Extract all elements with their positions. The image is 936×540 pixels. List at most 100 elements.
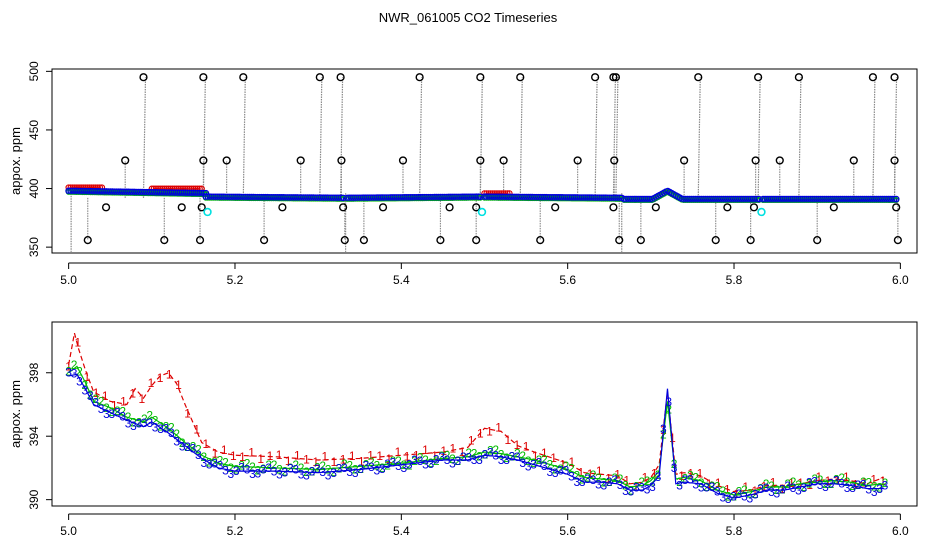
outlier-356 <box>160 236 169 245</box>
series-3-marker: 3 <box>217 458 224 472</box>
series-3-marker: 3 <box>298 467 305 481</box>
series-3-marker: 3 <box>103 407 110 421</box>
series-3-marker: 3 <box>390 456 397 470</box>
series-3-marker: 3 <box>882 478 889 492</box>
series-2-marker: 2 <box>265 458 272 472</box>
series-3-marker: 3 <box>346 465 353 479</box>
series-1-marker: 1 <box>724 482 731 496</box>
series-3-marker: 3 <box>233 464 240 478</box>
cyan-point <box>757 207 766 217</box>
series-2-marker: 2 <box>768 479 775 493</box>
top-x-tick-label: 5.6 <box>559 273 576 287</box>
outlier-356 <box>359 236 368 245</box>
outlier-356 <box>195 236 205 245</box>
series-2-marker: 2 <box>525 454 532 468</box>
outlier-424 <box>199 156 208 165</box>
outlier-424 <box>890 156 899 165</box>
outlier-356 <box>340 236 349 245</box>
series-2-marker: 2 <box>395 454 402 468</box>
series-2-marker: 2 <box>617 472 624 486</box>
series-3-marker: 3 <box>152 421 159 435</box>
series-1-marker: 1 <box>276 448 283 462</box>
series-2-marker: 2 <box>536 453 543 467</box>
series-2-marker: 2 <box>314 460 321 474</box>
series-2-marker: 2 <box>141 412 148 426</box>
top-outlier-points <box>83 73 902 245</box>
outlier-424 <box>222 156 231 165</box>
series-3-marker: 3 <box>449 456 456 470</box>
series-2-marker: 2 <box>563 459 570 473</box>
series-2-marker: 2 <box>249 460 256 474</box>
series-3-marker: 3 <box>98 402 105 416</box>
series-3-marker: 3 <box>498 453 505 467</box>
series-3-marker: 3 <box>146 416 153 430</box>
outlier-384 <box>197 203 206 212</box>
top-y-tick-label: 350 <box>27 237 41 257</box>
chart-title: NWR_061005 CO2 Timeseries <box>379 10 558 25</box>
series-2-marker: 2 <box>227 461 234 475</box>
series-2-marker: 2 <box>130 415 137 429</box>
bottom-y-axis: 390 394 398 <box>27 362 52 510</box>
series-2-marker: 2 <box>709 479 716 493</box>
series-2-marker: 2 <box>687 469 694 483</box>
series-2-marker: 2 <box>655 468 662 482</box>
series-3-marker: 3 <box>352 466 359 480</box>
series-1-marker: 1 <box>477 427 484 441</box>
series-3-marker: 3 <box>536 456 543 470</box>
series-1-marker: 1 <box>642 471 649 485</box>
series-3-marker: 3 <box>336 461 343 475</box>
series-2-marker: 2 <box>287 461 294 475</box>
series-3-marker: 3 <box>341 461 348 475</box>
series-2-marker: 2 <box>757 482 764 496</box>
series-2-marker: 2 <box>109 405 116 419</box>
series-3-marker: 3 <box>601 478 608 492</box>
series-2-marker: 2 <box>406 458 413 472</box>
series-3-marker: 3 <box>314 462 321 476</box>
series-2-marker: 2 <box>157 419 164 433</box>
series-2-marker: 2 <box>125 410 132 424</box>
top-y-axis: 350 400 450 500 <box>27 61 52 257</box>
series-3-marker: 3 <box>595 478 602 492</box>
series-3-marker: 3 <box>757 482 764 496</box>
top-y-axis-label: appox. ppm <box>8 127 23 195</box>
series-2-marker: 2 <box>146 408 153 422</box>
series-3-marker: 3 <box>552 466 559 480</box>
series-2-marker: 2 <box>579 473 586 487</box>
series-3-marker: 3 <box>611 473 618 487</box>
outlier-384 <box>892 203 901 212</box>
series-2-marker: 2 <box>65 364 72 378</box>
series-2-marker: 2 <box>292 458 299 472</box>
series-1-marker: 1 <box>870 472 877 486</box>
series-3-marker: 3 <box>92 395 99 409</box>
series-2-marker: 2 <box>530 456 537 470</box>
series-2-marker: 2 <box>682 472 689 486</box>
series-1-marker: 1 <box>751 484 758 498</box>
series-2-marker: 2 <box>195 442 202 456</box>
series-2-marker: 2 <box>260 462 267 476</box>
outlier-356 <box>711 236 720 245</box>
series-2-marker: 2 <box>714 480 721 494</box>
series-1-marker: 1 <box>779 482 786 496</box>
outlier-384 <box>445 203 454 212</box>
series-2-marker: 2 <box>325 463 332 477</box>
series-1-marker: 1 <box>687 466 694 480</box>
series-1-marker: 1 <box>614 467 621 481</box>
series-1-marker: 1 <box>523 439 530 453</box>
series-3-marker: 3 <box>579 475 586 489</box>
outlier-384 <box>339 203 348 212</box>
series-3-marker: 3 <box>114 406 121 420</box>
series-3-marker: 3 <box>287 462 294 476</box>
series-3-marker: 3 <box>638 481 645 495</box>
series-1-marker: 1 <box>257 452 264 466</box>
series-1-marker: 1 <box>587 467 594 481</box>
series-3-marker: 3 <box>395 459 402 473</box>
series-2-marker: 2 <box>763 477 770 491</box>
series-2-marker: 2 <box>76 364 83 378</box>
series-1-marker: 1 <box>321 449 328 463</box>
series-3-marker: 3 <box>644 482 651 496</box>
series-2-marker: 2 <box>487 444 494 458</box>
series-3-marker: 3 <box>379 462 386 476</box>
outlier-495 <box>794 73 803 82</box>
outlier-384 <box>723 203 732 212</box>
